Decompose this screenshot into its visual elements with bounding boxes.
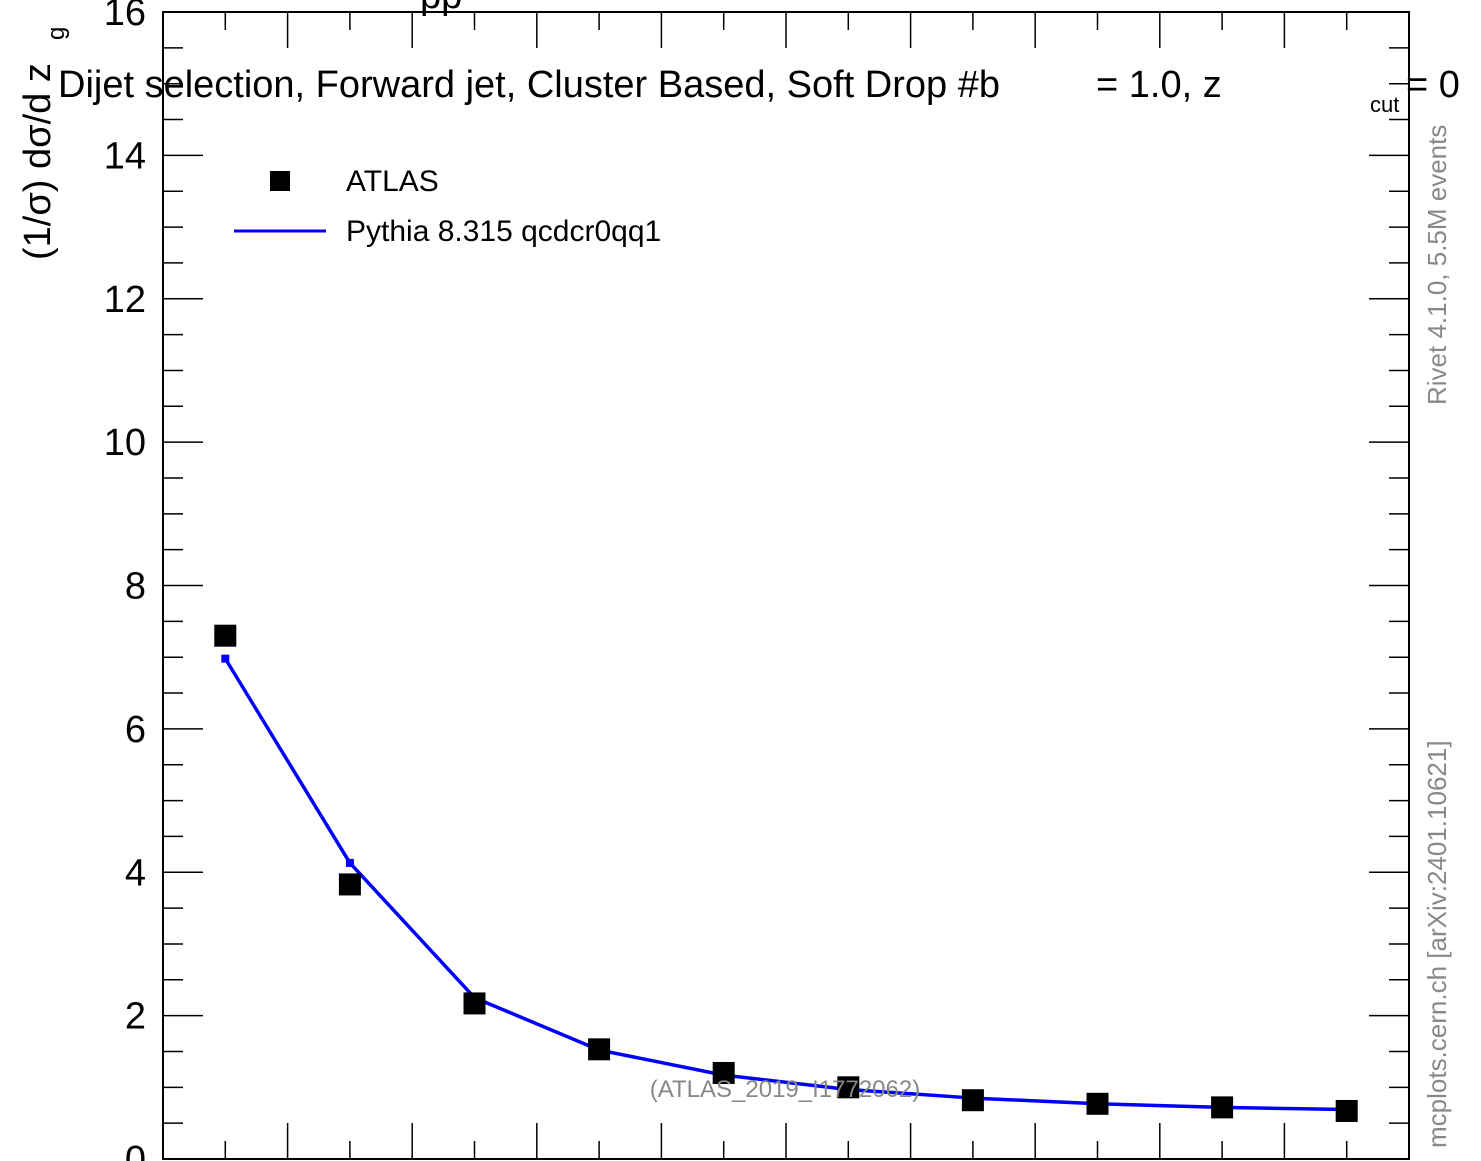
analysis-annotation: (ATLAS_2019_I1772062) <box>650 1076 920 1103</box>
atlas-point <box>837 1076 860 1099</box>
chart-title-main: Dijet selection, Forward jet, Cluster Ba… <box>58 64 1000 106</box>
atlas-point <box>1086 1092 1109 1115</box>
legend-label-atlas: ATLAS <box>346 165 439 198</box>
y-tick-labels: 0 2 4 6 8 10 12 14 16 <box>104 0 146 1161</box>
atlas-point <box>214 624 237 647</box>
chart-title-end: = 0 <box>1406 64 1460 106</box>
y-tick-label: 14 <box>104 135 146 177</box>
y-tick-label: 10 <box>104 422 146 464</box>
pythia-line <box>223 657 1347 1112</box>
y-tick-label: 16 <box>104 0 146 34</box>
atlas-point <box>338 873 361 896</box>
atlas-point <box>712 1061 735 1084</box>
pythia-point <box>221 654 230 663</box>
axis-ticks <box>162 11 1410 1160</box>
rivet-label: Rivet 4.1.0, 5.5M events <box>1422 125 1452 405</box>
chart-title-tail: = 1.0, z <box>1096 64 1222 106</box>
y-axis-label-subscript: g <box>43 27 70 40</box>
atlas-point <box>463 992 486 1015</box>
top-fragment: pp <box>420 0 462 17</box>
atlas-point <box>1335 1099 1358 1122</box>
chart-title: Dijet selection, Forward jet, Cluster Ba… <box>58 64 1460 117</box>
y-tick-label: 4 <box>125 852 146 894</box>
pythia-point <box>345 858 354 867</box>
y-tick-label: 8 <box>125 566 146 608</box>
atlas-point <box>961 1089 984 1112</box>
y-tick-label: 6 <box>125 709 146 751</box>
y-tick-label: 2 <box>125 996 146 1038</box>
legend-marker-atlas <box>270 171 290 191</box>
chart-title-subscript: cut <box>1370 92 1399 117</box>
atlas-point <box>588 1038 611 1061</box>
y-axis-label-main: (1/σ) dσ/d z <box>17 63 59 260</box>
y-tick-label: 12 <box>104 279 146 321</box>
data-series <box>214 624 1358 1122</box>
legend-label-pythia: Pythia 8.315 qcdcr0qq1 <box>346 215 661 248</box>
y-tick-label: 0 <box>125 1139 146 1161</box>
y-axis-label: (1/σ) dσ/d z g <box>17 27 70 260</box>
legend: ATLAS Pythia 8.315 qcdcr0qq1 <box>234 165 661 248</box>
mcplots-label: mcplots.cern.ch [arXiv:2401.10621] <box>1422 740 1452 1148</box>
atlas-point <box>1211 1096 1234 1119</box>
